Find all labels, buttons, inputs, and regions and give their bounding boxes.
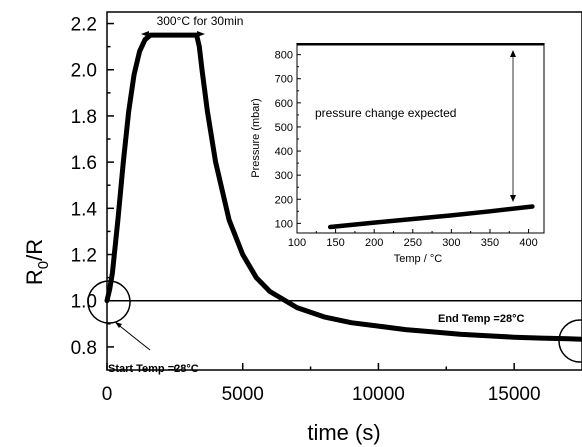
main-y-axis-title: R0/R [22,239,52,285]
inset-y-tick-label: 300 [275,170,293,182]
main-x-tick-label: 5000 [222,384,264,405]
main-series [104,32,582,342]
inset-y-ticks: 100 200 300 400 500 600 700 800 [275,50,301,230]
main-x-axis-title: time (s) [307,420,380,445]
start-temp-pointer-head [115,322,122,328]
main-x-ticks: 0 5000 10000 15000 [102,363,541,405]
inset-y-tick-label: 800 [275,50,293,62]
inset-x-tick-label: 150 [326,237,344,249]
annotation-hold-label: 300°C for 30min [157,14,244,28]
annotation-hold: 300°C for 30min [141,14,243,37]
main-y-tick-label: 0.8 [71,338,97,359]
inset-plot: 100 150 200 250 300 350 400 100 200 300 400 500 600… [250,35,568,265]
inset-y-tick-label: 500 [275,122,293,134]
main-y-axis-title-sub: 0 [35,261,52,269]
inset-background [262,35,568,242]
inset-y-tick-label: 200 [275,194,293,206]
inset-y-axis-title: Pressure (mbar) [250,98,262,177]
end-temp-label: End Temp =28°C [438,313,524,325]
main-x-tick-label: 0 [102,384,113,405]
inset-x-tick-label: 300 [442,237,460,249]
main-plot-frame [106,11,582,371]
inset-x-tick-label: 200 [365,237,383,249]
inset-series [296,43,545,230]
inset-annotation-arrow-bottom-head [510,195,516,202]
inset-series-line-1 [327,204,535,230]
inset-x-tick-label: 400 [519,237,537,249]
main-x-tick-label: 10000 [352,384,405,405]
main-y-axis-title-rest: /R [22,239,47,261]
inset-y-tick-label: 100 [275,218,293,230]
end-temp-circle [558,319,582,363]
main-axes-box [106,11,582,371]
inset-x-ticks: 100 150 200 250 300 350 400 [288,229,538,249]
inset-annotation-arrow-top-head [510,50,516,57]
inset-x-tick-label: 350 [481,237,499,249]
inset-x-axis-title: Temp / °C [394,253,442,265]
annotation-hold-arrow-left-head [141,31,149,37]
main-x-tick-label: 15000 [488,384,541,405]
inset-x-tick-label: 100 [288,237,306,249]
start-temp-label: Start Temp =28°C [108,363,199,375]
main-y-tick-label: 1.8 [71,107,97,128]
inset-x-tick-label: 250 [404,237,422,249]
inset-y-tick-label: 600 [275,98,293,110]
main-y-tick-label: 1.0 [71,292,97,313]
main-y-tick-label: 2.2 [71,15,97,36]
inset-y-tick-label: 400 [275,146,293,158]
main-series-line-1 [104,32,582,342]
main-y-tick-label: 2.0 [71,61,97,82]
main-y-ticks: 0.8 1.0 1.2 1.4 1.6 1.8 2.0 2.2 [71,15,114,359]
annotation-hold-arrow-right-head [197,31,205,37]
main-y-tick-label: 1.2 [71,246,97,267]
start-temp-circle [87,280,131,324]
main-y-axis-title-main: R [22,269,47,285]
inset-annotation-label: pressure change expected [315,106,456,120]
start-temp-pointer [115,322,151,351]
inset-y-tick-label: 700 [275,74,293,86]
main-y-tick-label: 1.6 [71,153,97,174]
main-y-tick-label: 1.4 [71,199,98,220]
